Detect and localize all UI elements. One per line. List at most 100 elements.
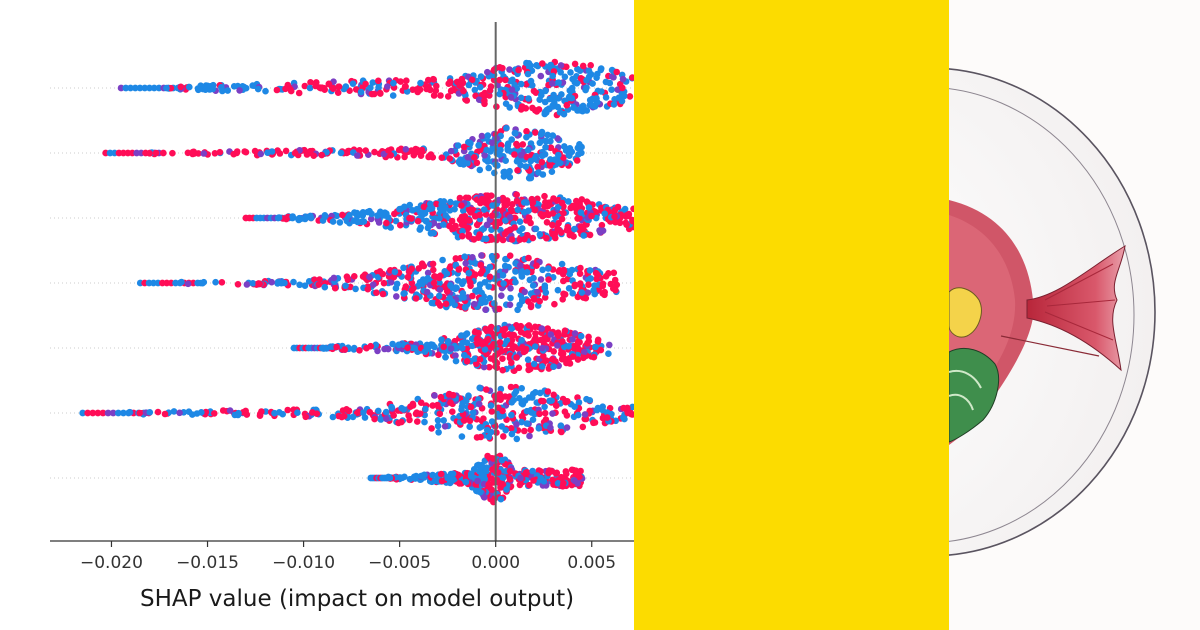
shap-point: [429, 260, 437, 268]
shap-point: [555, 151, 562, 159]
shap-point: [388, 404, 396, 411]
shap-point: [501, 393, 509, 400]
shap-point: [444, 474, 451, 482]
shap-point: [498, 348, 505, 355]
shap-point: [509, 201, 516, 208]
shap-point: [517, 161, 524, 169]
shap-point: [593, 95, 600, 102]
shap-point: [496, 76, 503, 84]
shap-point: [599, 290, 606, 297]
shap-point: [517, 474, 524, 482]
shap-point: [487, 324, 495, 331]
shap-point: [477, 261, 485, 269]
shap-point: [496, 339, 504, 346]
shap-point: [578, 289, 586, 296]
shap-point: [136, 84, 144, 92]
shap-point: [540, 352, 547, 360]
shap-point: [499, 326, 507, 334]
shap-point: [383, 219, 390, 227]
shap-point: [518, 413, 526, 420]
shap-point: [456, 216, 464, 224]
shap-point: [507, 330, 515, 338]
shap-point: [594, 338, 602, 346]
shap-point: [427, 151, 435, 158]
shap-point: [560, 209, 567, 217]
shap-point: [379, 290, 387, 298]
shap-point: [417, 79, 424, 87]
shap-point: [331, 284, 339, 292]
shap-point: [524, 146, 532, 154]
shap-point: [488, 418, 496, 425]
shap-point: [307, 79, 314, 86]
shap-point: [452, 285, 459, 293]
shap-point: [529, 467, 536, 475]
shap-point: [560, 290, 567, 298]
shap-point: [510, 396, 518, 404]
shap-point: [536, 139, 544, 147]
feature-row-5: [290, 321, 613, 375]
shap-point: [576, 281, 584, 288]
shap-point: [433, 82, 440, 90]
shap-point: [571, 477, 578, 485]
shap-point: [440, 221, 447, 228]
shap-point: [444, 338, 452, 345]
shap-point: [536, 410, 543, 418]
shap-point: [620, 404, 627, 412]
shap-point: [513, 435, 521, 443]
shap-point: [482, 306, 489, 314]
shap-point: [447, 282, 454, 289]
shap-point: [482, 298, 489, 306]
shap-point: [362, 80, 369, 88]
shap-point: [592, 343, 599, 351]
shap-point: [564, 398, 571, 405]
shap-point: [325, 80, 333, 88]
shap-point: [386, 474, 394, 482]
shap-point: [446, 207, 454, 214]
shap-point: [506, 301, 514, 309]
shap-point: [233, 148, 241, 155]
shap-point: [373, 289, 380, 297]
shap-point: [184, 280, 192, 288]
shap-point: [546, 95, 553, 103]
shap-point: [449, 391, 457, 399]
shap-point: [469, 409, 477, 416]
shap-point: [428, 425, 435, 432]
shap-point: [397, 474, 404, 481]
shap-point: [530, 360, 538, 368]
shap-point: [420, 203, 428, 211]
shap-point: [574, 356, 582, 363]
shap-point: [586, 397, 594, 404]
shap-point: [460, 207, 467, 214]
shap-point: [477, 73, 485, 80]
shap-point: [610, 101, 618, 108]
shap-point: [466, 417, 474, 425]
shap-point: [507, 93, 515, 101]
shap-point: [620, 92, 628, 100]
shap-point: [546, 162, 554, 169]
shap-point: [606, 341, 613, 349]
shap-point: [549, 72, 556, 80]
shap-point: [565, 285, 573, 292]
shap-point: [437, 393, 445, 401]
shap-point: [537, 72, 545, 80]
shap-point: [338, 413, 346, 421]
shap-point: [218, 279, 226, 286]
shap-point: [459, 339, 466, 347]
shap-point: [577, 332, 585, 340]
shap-point: [441, 423, 449, 430]
shap-point: [374, 212, 381, 219]
shap-point: [508, 86, 516, 93]
shap-point: [580, 354, 587, 362]
shap-point: [590, 287, 597, 294]
shap-point: [400, 264, 407, 272]
shap-point: [517, 262, 524, 269]
shap-point: [598, 88, 605, 95]
shap-point: [512, 268, 519, 275]
shap-point: [508, 359, 515, 367]
shap-point: [447, 198, 454, 206]
shap-point: [486, 87, 494, 94]
shap-point: [458, 293, 466, 301]
shap-point: [323, 149, 330, 156]
shap-point: [146, 84, 153, 92]
shap-point: [401, 153, 408, 161]
